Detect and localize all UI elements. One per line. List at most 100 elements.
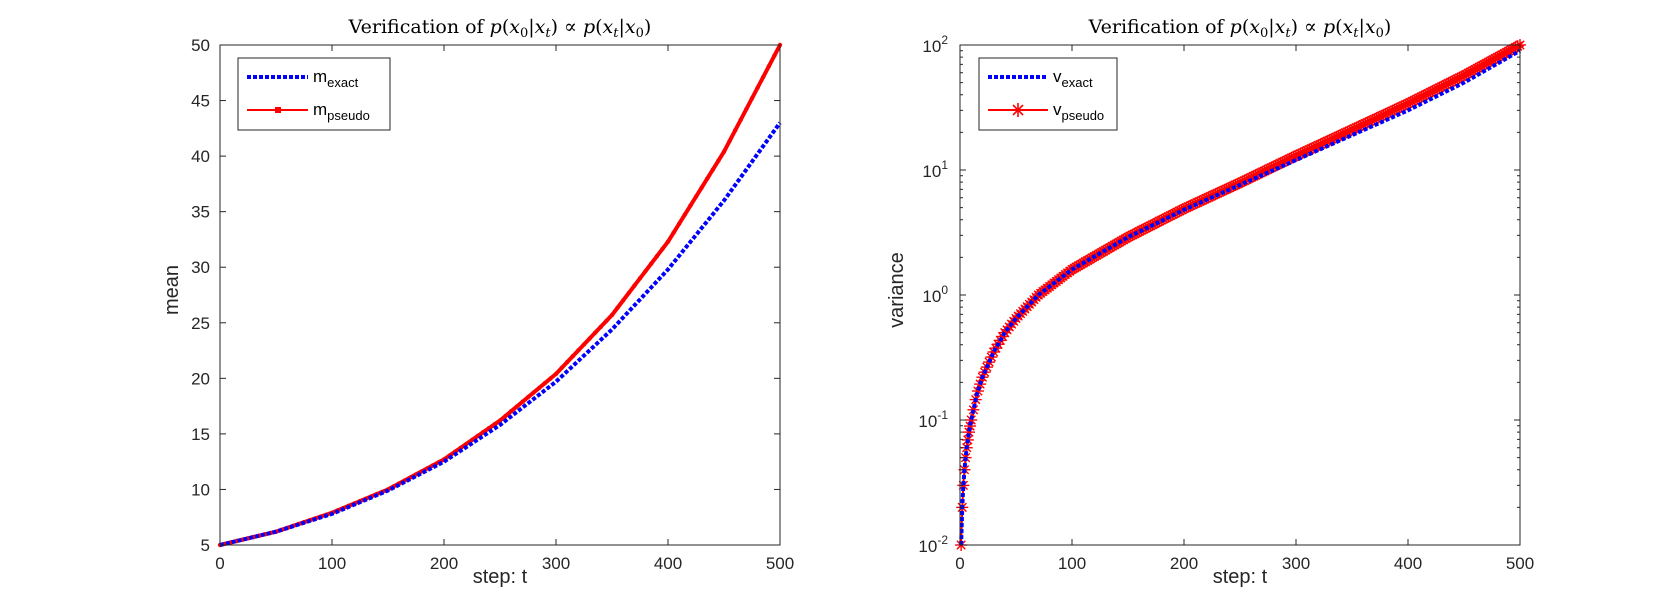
mean-point-marker	[688, 203, 693, 208]
mean-point-marker	[593, 330, 598, 335]
variance-y-ticks: 10-2 10-1 100 101 102	[918, 33, 1520, 556]
mean-legend-exact-label: mexact	[313, 67, 359, 90]
mean-legend-pseudo-marker	[275, 107, 281, 113]
mean-x-tick-label: 300	[542, 554, 570, 573]
mean-x-tick-label: 200	[430, 554, 458, 573]
variance-chart-title: Verification of p(x0|xt) ∝ p(xt|x0)	[1088, 16, 1392, 41]
mean-x-axis-label: step: t	[473, 566, 528, 588]
variance-legend-exact-label: vexact	[1053, 67, 1093, 90]
variance-x-ticks: 0 100 200 300 400 500	[955, 45, 1534, 573]
mean-legend-pseudo-label: mpseudo	[313, 100, 370, 123]
mean-point-marker	[649, 261, 654, 266]
mean-point-marker	[755, 85, 760, 90]
mean-y-tick-label: 45	[191, 92, 210, 111]
variance-legend-box	[978, 57, 1118, 131]
variance-y-tick-label: 101	[922, 158, 948, 181]
variance-x-tick-label: 400	[1394, 554, 1422, 573]
mean-point-marker	[548, 376, 553, 381]
mean-point-marker	[531, 390, 536, 395]
mean-y-tick-label: 35	[191, 203, 210, 222]
mean-point-marker	[660, 246, 665, 252]
mean-point-marker	[682, 212, 687, 217]
mean-point-marker	[598, 324, 603, 329]
mean-point-marker	[721, 149, 727, 154]
mean-legend-box	[237, 57, 391, 131]
mean-y-axis-label: mean	[161, 265, 183, 315]
mean-point-marker	[604, 318, 609, 324]
mean-axes-frame	[219, 44, 781, 546]
mean-y-ticks: 5 10 15 20 25 30 35 40 45 50	[191, 36, 780, 555]
variance-y-tick-label: 100	[922, 283, 948, 306]
variance-y-tick-label: 10-1	[918, 408, 948, 431]
mean-point-marker	[665, 239, 671, 244]
mean-point-marker	[744, 106, 749, 112]
mean-point-marker	[464, 441, 469, 447]
mean-x-tick-label: 400	[654, 554, 682, 573]
mean-point-marker	[671, 230, 676, 235]
variance-axes-frame	[959, 44, 1521, 546]
mean-point-marker	[727, 138, 732, 144]
variance-x-tick-label: 0	[955, 554, 964, 573]
mean-point-marker	[705, 176, 710, 181]
variance-series-v-exact-line	[959, 48, 1521, 546]
mean-point-marker	[587, 336, 592, 341]
mean-point-marker	[654, 254, 659, 259]
variance-x-axis-label: step: t	[1213, 566, 1268, 588]
variance-y-axis-label: variance	[886, 252, 908, 328]
variance-legend-pseudo-label: vpseudo	[1053, 100, 1104, 123]
variance-legend: vexact vpseudo	[978, 57, 1118, 131]
mean-y-tick-label: 20	[191, 369, 210, 388]
mean-legend: mexact mpseudo	[237, 57, 391, 131]
mean-y-tick-label: 10	[191, 480, 210, 499]
mean-point-marker	[570, 354, 575, 359]
mean-point-marker	[637, 276, 643, 281]
variance-x-tick-label: 500	[1506, 554, 1534, 573]
mean-x-ticks: 0 100 200 300 400 500	[215, 45, 794, 573]
mean-y-tick-label: 5	[201, 536, 210, 555]
mean-point-marker	[514, 404, 519, 409]
mean-y-tick-label: 15	[191, 425, 210, 444]
mean-point-marker	[559, 365, 564, 371]
mean-point-marker	[699, 185, 704, 190]
variance-x-tick-label: 200	[1170, 554, 1198, 573]
mean-y-tick-label: 50	[191, 36, 210, 55]
mean-point-marker	[677, 221, 682, 226]
mean-point-marker	[693, 194, 699, 199]
mean-point-marker	[733, 128, 738, 133]
mean-point-marker	[749, 96, 755, 101]
variance-panel: Verification of p(x0|xt) ∝ p(xt|x0) 0 100…	[886, 16, 1534, 588]
mean-point-marker	[632, 283, 637, 288]
mean-point-marker	[615, 305, 620, 310]
mean-point-marker	[643, 268, 648, 274]
mean-marks	[217, 42, 783, 548]
mean-point-marker	[520, 399, 525, 405]
mean-x-tick-label: 0	[215, 554, 224, 573]
mean-point-marker	[525, 395, 531, 400]
variance-x-tick-label: 300	[1282, 554, 1310, 573]
mean-point-marker	[766, 64, 771, 69]
mean-point-marker	[772, 53, 777, 58]
mean-point-marker	[626, 290, 631, 296]
mean-point-marker	[509, 409, 514, 414]
mean-point-marker	[503, 413, 508, 419]
mean-point-marker	[581, 342, 587, 347]
mean-x-tick-label: 100	[318, 554, 346, 573]
mean-point-marker	[553, 371, 559, 377]
variance-y-tick-label: 10-2	[918, 533, 948, 556]
mean-chart-title: Verification of p(x0|xt) ∝ p(xt|x0)	[348, 16, 652, 41]
mean-panel: Verification of p(x0|xt) ∝ p(xt|x0) 0 100…	[161, 16, 794, 588]
mean-point-marker	[542, 381, 547, 386]
variance-legend-pseudo-marker	[1011, 103, 1025, 117]
mean-point-marker	[738, 117, 743, 122]
mean-point-marker	[576, 348, 581, 353]
mean-point-marker	[565, 359, 570, 365]
mean-series-m-exact-line	[219, 121, 782, 547]
mean-x-tick-label: 500	[766, 554, 794, 573]
mean-point-marker	[621, 298, 626, 303]
mean-point-marker	[609, 312, 615, 318]
mean-point-marker	[761, 74, 766, 80]
mean-point-marker	[469, 437, 475, 443]
mean-y-tick-label: 25	[191, 314, 210, 333]
mean-y-tick-label: 30	[191, 258, 210, 277]
